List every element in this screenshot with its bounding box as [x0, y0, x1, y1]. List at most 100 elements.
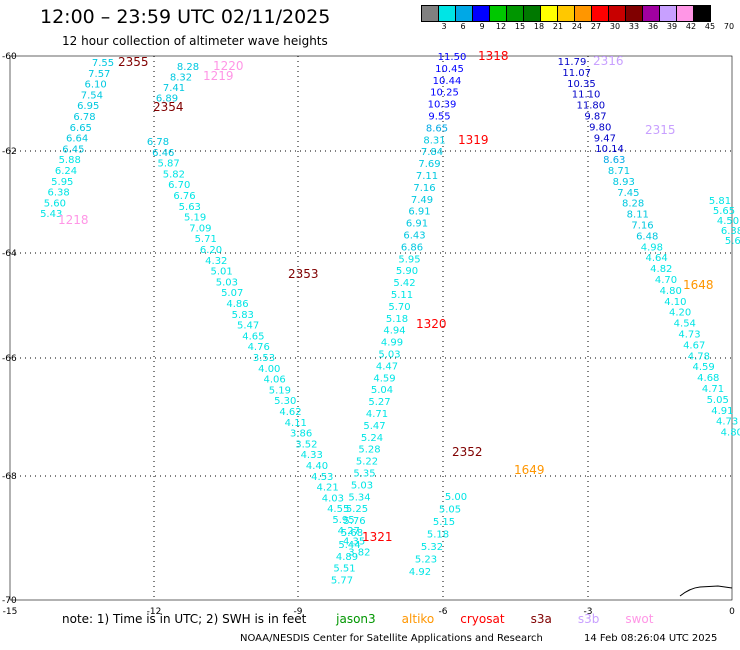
wave-height-value: 4.73 — [716, 417, 738, 428]
wave-height-value: 4.64 — [645, 253, 667, 264]
wave-height-value: 7.69 — [418, 159, 440, 170]
wave-height-value: 5.15 — [433, 517, 455, 528]
track-time-label: 1218 — [58, 213, 89, 227]
wave-height-value: 5.23 — [415, 555, 437, 566]
wave-height-value: 5.18 — [427, 530, 449, 541]
scale-label: 3 — [441, 22, 447, 31]
wave-height-value: 5.47 — [237, 321, 259, 332]
wave-height-value: 6.65 — [70, 123, 92, 134]
satellite-legend-jason3: jason3 — [336, 612, 376, 626]
track-time-label: 1219 — [203, 69, 234, 83]
scale-label: 9 — [479, 22, 485, 31]
scale-label: 12 — [495, 22, 507, 31]
wave-height-value: 6.38 — [721, 226, 740, 237]
wave-height-value: 5.30 — [274, 396, 296, 407]
wave-height-value: 6.91 — [408, 207, 430, 218]
wave-height-value: 5.32 — [421, 542, 443, 553]
wave-height-value: 5.19 — [269, 385, 291, 396]
wave-height-value: 9.47 — [594, 133, 616, 144]
satellite-legend-cryosat: cryosat — [460, 612, 505, 626]
wave-height-value: 4.54 — [674, 319, 696, 330]
scale-label: 18 — [533, 22, 545, 31]
x-tick-label: -3 — [584, 607, 593, 617]
y-tick-label: -68 — [2, 472, 17, 482]
x-tick-label: -9 — [294, 607, 303, 617]
track-time-label: 2353 — [288, 267, 319, 281]
track-time-label: 2352 — [452, 445, 483, 459]
wave-height-value: 7.16 — [631, 221, 653, 232]
footer-org: NOAA/NESDIS Center for Satellite Applica… — [240, 633, 543, 644]
scale-label: 6 — [460, 22, 466, 31]
y-tick-label: -64 — [2, 249, 17, 259]
wave-height-value: 6.38 — [47, 188, 69, 199]
wave-height-value: 6.10 — [84, 80, 106, 91]
scale-label: 42 — [685, 22, 697, 31]
coastline — [679, 585, 733, 597]
wave-height-value: 4.55 — [327, 504, 349, 515]
wave-height-value: 4.86 — [226, 299, 248, 310]
wave-height-value: 5.90 — [396, 266, 418, 277]
wave-height-value: 3.82 — [348, 547, 370, 558]
wave-height-value: 5.95 — [51, 177, 73, 188]
wave-height-value: 5.82 — [163, 169, 185, 180]
wave-height-value: 4.59 — [373, 373, 395, 384]
wave-height-value: 4.71 — [366, 409, 388, 420]
wave-height-value: 6.86 — [401, 242, 423, 253]
scale-label: 36 — [647, 22, 659, 31]
wave-height-value: 5.81 — [709, 196, 731, 207]
footer-timestamp: 14 Feb 08:26:04 UTC 2025 — [584, 633, 718, 644]
wave-height-value: 5.25 — [346, 504, 368, 515]
wave-height-value: 5.68 — [341, 528, 363, 539]
wave-height-value: 6.48 — [636, 231, 658, 242]
satellite-legend-swot: swot — [625, 612, 654, 626]
wave-height-value: 7.16 — [413, 183, 435, 194]
wave-height-value: 4.40 — [306, 461, 328, 472]
wave-height-value: 11.79 — [558, 57, 587, 68]
wave-height-value: 8.31 — [423, 135, 445, 146]
wave-height-value: 10.39 — [428, 100, 457, 111]
track-time-label: 1220 — [213, 59, 244, 73]
wave-height-value: 7.45 — [617, 188, 639, 199]
wave-height-value: 9.87 — [584, 112, 606, 123]
wave-height-value: 6.78 — [73, 112, 95, 123]
wave-height-value: 6.20 — [200, 245, 222, 256]
color-scale-bar — [421, 5, 711, 22]
scale-label: 45 — [704, 22, 716, 31]
wave-height-value: 10.45 — [435, 64, 464, 75]
scale-label: 70 — [723, 22, 735, 31]
wave-height-value: 6.78 — [147, 137, 169, 148]
scale-swatch — [693, 5, 711, 22]
wave-height-value: 5.63 — [179, 202, 201, 213]
wave-height-value: 4.91 — [711, 406, 733, 417]
x-tick-label: -6 — [439, 607, 448, 617]
wave-height-value: 5.63 — [725, 236, 740, 247]
scale-label: 33 — [628, 22, 640, 31]
wave-height-labels: 23557.557.576.107.546.956.786.656.646.45… — [40, 49, 740, 587]
legend-note: note: 1) Time is in UTC; 2) SWH is in fe… — [62, 612, 657, 626]
wave-height-value: 4.10 — [664, 297, 686, 308]
satellite-legend-altiko: altiko — [401, 612, 435, 626]
wave-height-value: 4.32 — [205, 256, 227, 267]
wave-height-value: 3.52 — [295, 439, 317, 450]
wave-height-value: 5.05 — [707, 395, 729, 406]
wave-height-value: 5.07 — [221, 288, 243, 299]
scale-label: 39 — [666, 22, 678, 31]
wave-height-value: 5.95 — [332, 515, 354, 526]
x-tick-label: -12 — [147, 607, 162, 617]
track-time-label: 1320 — [416, 317, 447, 331]
wave-height-value: 4.27 — [338, 526, 360, 537]
wave-height-value: 7.57 — [88, 69, 110, 80]
wave-height-value: 5.22 — [356, 457, 378, 468]
wave-height-value: 5.03 — [216, 277, 238, 288]
wave-height-value: 10.44 — [433, 76, 462, 87]
map-subtitle: 12 hour collection of altimeter wave hei… — [62, 34, 328, 48]
wave-height-value: 9.55 — [428, 112, 450, 123]
wave-height-value: 4.47 — [376, 361, 398, 372]
wave-height-value: 5.11 — [391, 290, 413, 301]
lat-lon-grid — [9, 55, 733, 601]
wave-height-value: 4.62 — [279, 407, 301, 418]
wave-height-value: 5.43 — [40, 209, 62, 220]
wave-height-value: 7.54 — [81, 90, 103, 101]
wave-height-value: 6.24 — [55, 166, 77, 177]
